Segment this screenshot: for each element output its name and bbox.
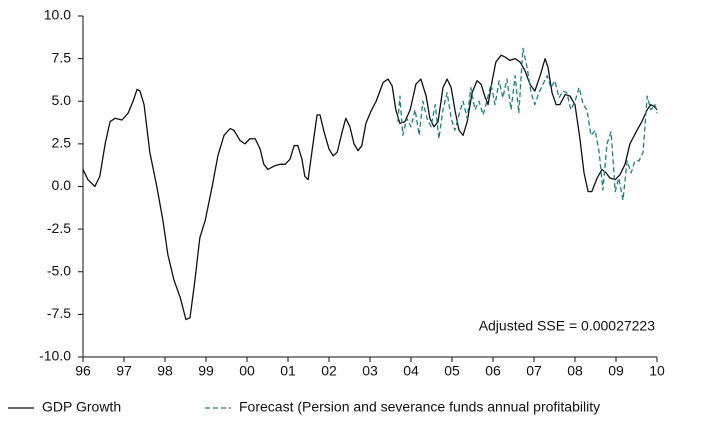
x-tick-label: 04 — [403, 363, 419, 379]
legend-label: GDP Growth — [42, 399, 121, 415]
x-tick-label: 00 — [239, 363, 255, 379]
x-tick-label: 97 — [116, 363, 132, 379]
x-tick-label: 08 — [567, 363, 583, 379]
y-tick-label: 5.0 — [52, 92, 72, 108]
legend-label: Forecast (Persion and severance funds an… — [239, 399, 600, 415]
x-tick-label: 10 — [649, 363, 665, 379]
x-tick-label: 03 — [362, 363, 378, 379]
annotation: Adjusted SSE = 0.00027223 — [479, 318, 656, 334]
x-tick-label: 02 — [321, 363, 337, 379]
x-tick-label: 01 — [280, 363, 296, 379]
series-line — [82, 54, 658, 321]
x-tick-label: 98 — [157, 363, 173, 379]
x-tick-label: 99 — [198, 363, 214, 379]
series-line — [397, 47, 658, 201]
y-tick-label: -7.5 — [47, 305, 71, 321]
y-tick-label: 2.5 — [52, 135, 72, 151]
y-tick-label: -5.0 — [47, 262, 71, 278]
y-tick-label: -2.5 — [47, 220, 71, 236]
y-tick-label: 0.0 — [52, 177, 72, 193]
x-tick-label: 07 — [526, 363, 542, 379]
x-tick-label: 06 — [485, 363, 501, 379]
y-tick-label: 10.0 — [44, 7, 71, 23]
y-tick-label: 7.5 — [52, 49, 72, 65]
y-tick-label: -10.0 — [39, 348, 71, 364]
x-tick-label: 05 — [444, 363, 460, 379]
x-tick-label: 09 — [608, 363, 624, 379]
x-tick-label: 96 — [75, 363, 91, 379]
